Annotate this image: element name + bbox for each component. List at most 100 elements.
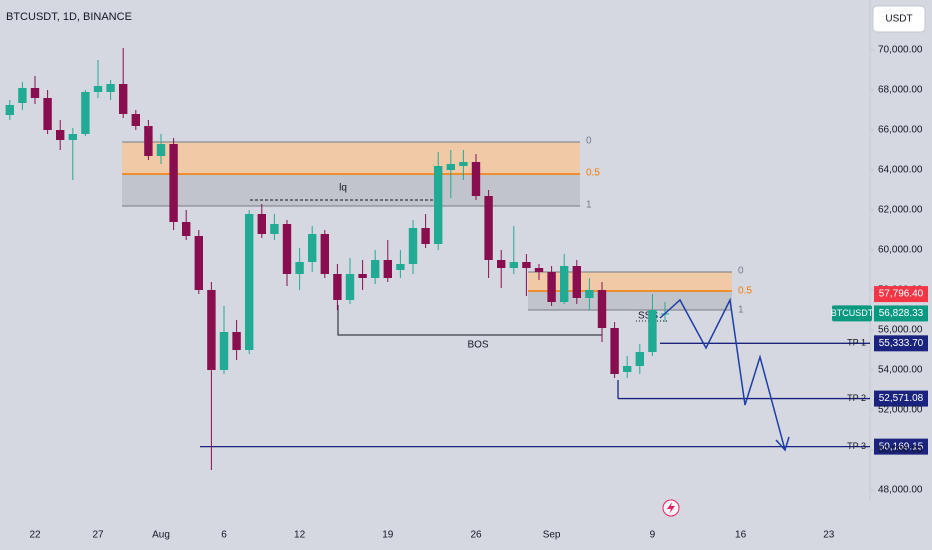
- candle-body: [156, 144, 166, 156]
- candle-body: [635, 352, 644, 366]
- x-tick-label: 6: [221, 530, 227, 541]
- y-tick-label: 62,000.00: [878, 205, 923, 216]
- x-tick-label: Aug: [152, 530, 170, 541]
- candle-body: [295, 262, 304, 274]
- candle-body: [358, 274, 367, 278]
- x-tick-label: 12: [294, 530, 306, 541]
- candle-body: [56, 130, 65, 140]
- y-tick-label: 60,000.00: [878, 245, 923, 256]
- y-tick-label: 52,000.00: [878, 405, 923, 416]
- candle-body: [597, 290, 607, 328]
- x-tick-label: 26: [470, 530, 482, 541]
- target-price-box: [874, 335, 928, 352]
- y-tick-label: 54,000.00: [878, 365, 923, 376]
- price-label: 57,796.40: [879, 289, 924, 300]
- candle-body: [270, 224, 279, 234]
- symbol-tag-label: BTCUSDT: [831, 308, 874, 318]
- fib-label: 0: [586, 136, 592, 147]
- x-tick-label: 9: [650, 530, 656, 541]
- fib-label: 0.5: [586, 168, 600, 179]
- candle-body: [43, 98, 52, 130]
- candle-body: [408, 228, 418, 264]
- candle-body: [534, 268, 544, 272]
- candle-body: [207, 290, 216, 370]
- currency-button-label[interactable]: USDT: [885, 14, 912, 25]
- candle-body: [144, 126, 153, 156]
- x-tick-label: 22: [29, 530, 41, 541]
- candle-body: [509, 262, 518, 268]
- fib-upper-zone: [122, 142, 580, 174]
- candle-body: [522, 262, 531, 268]
- candles: [5, 48, 670, 470]
- fib-lower-zone: [122, 174, 580, 206]
- currency-button[interactable]: [872, 5, 926, 33]
- fib-label: 0: [738, 266, 744, 277]
- candle-body: [421, 228, 430, 244]
- bos-line: [337, 305, 602, 336]
- y-tick-label: 48,000.00: [878, 485, 923, 496]
- target-price-label: 55,333.70: [879, 338, 924, 349]
- candle-body: [30, 88, 40, 98]
- candle-body: [383, 260, 392, 278]
- fib-label: 1: [738, 305, 744, 316]
- x-tick-label: Sep: [543, 530, 561, 541]
- candle-body: [68, 134, 77, 140]
- target-name: TP 2: [847, 393, 866, 403]
- price-label-box: [874, 305, 928, 322]
- candle-body: [257, 214, 266, 234]
- candle-body: [572, 266, 581, 298]
- candle-body: [320, 234, 329, 274]
- candle-body: [194, 236, 203, 290]
- candle-body: [282, 224, 292, 274]
- x-tick-label: 23: [823, 530, 835, 541]
- y-tick-label: 68,000.00: [878, 85, 923, 96]
- candle-body: [18, 88, 27, 103]
- sss-label: SSS: [638, 311, 658, 322]
- candle-body: [333, 274, 342, 300]
- candle-body: [459, 162, 468, 166]
- y-tick-label: 56,000.00: [878, 325, 923, 336]
- target-price-box: [874, 390, 928, 407]
- fib-label: 0.5: [738, 286, 752, 297]
- candle-body: [371, 260, 380, 278]
- candle-body: [610, 328, 619, 374]
- candle-body: [119, 84, 128, 114]
- candle-body: [396, 264, 405, 270]
- candle-body: [648, 310, 657, 352]
- liquidity-label: lq: [339, 183, 347, 194]
- candle-body: [471, 162, 481, 196]
- projection-path: [659, 297, 786, 451]
- events-icon-bolt: [667, 502, 675, 514]
- candle-body: [219, 332, 229, 370]
- y-tick-label: 66,000.00: [878, 125, 923, 136]
- symbol-tag: [832, 305, 872, 322]
- candle-body: [547, 272, 556, 302]
- y-tick-label: 50,000.00: [878, 445, 923, 456]
- target-price-label: 50,169.15: [879, 441, 924, 452]
- candle-body: [5, 105, 14, 115]
- candle-body: [560, 266, 569, 302]
- candle-body: [585, 290, 594, 298]
- fib-upper-zone: [528, 272, 732, 291]
- candle-body: [169, 144, 178, 222]
- target-price-box: [874, 438, 928, 455]
- candle-body: [434, 166, 443, 244]
- candle-body: [623, 366, 632, 372]
- price-label: 56,828.33: [879, 308, 924, 319]
- target-price-label: 52,571.08: [879, 393, 924, 404]
- candle-body: [131, 114, 140, 126]
- x-tick-label: 19: [382, 530, 394, 541]
- candle-body: [497, 260, 506, 268]
- y-tick-label: 64,000.00: [878, 165, 923, 176]
- candle-body: [245, 214, 254, 350]
- candle-body: [308, 234, 317, 262]
- chart-title: BTCUSDT, 1D, BINANCE: [6, 11, 132, 23]
- candle-body: [484, 196, 493, 260]
- x-tick-label: 27: [92, 530, 104, 541]
- fib-label: 1: [586, 200, 592, 211]
- bos-label: BOS: [467, 340, 488, 351]
- candle-body: [93, 86, 103, 92]
- candle-body: [106, 84, 115, 92]
